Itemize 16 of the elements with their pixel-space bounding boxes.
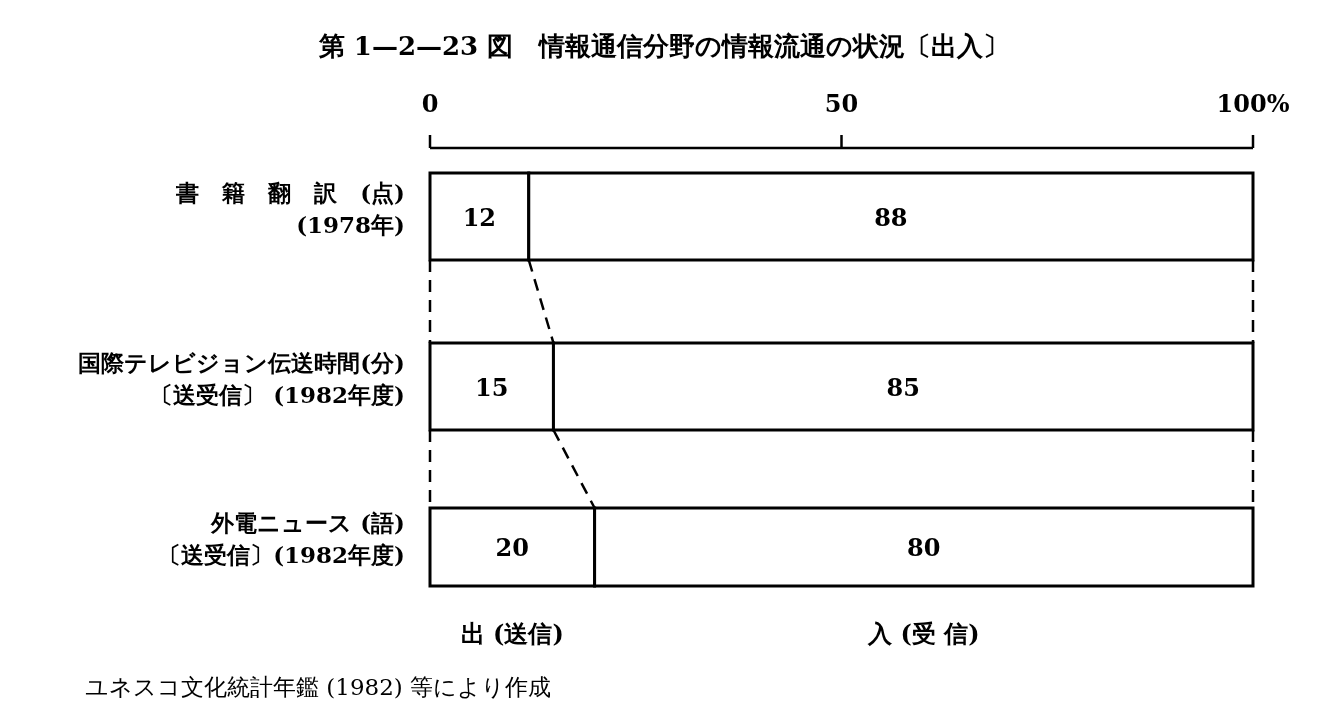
x-tick-label: 100% [1216,89,1290,118]
text: ユネスコ文化統計年鑑 (1982) 等により作成 [85,674,552,700]
data-label: 15 [475,372,509,402]
data-label: 88 [874,202,908,232]
data-label: 85 [886,372,920,402]
chart-title: 第 1—2—23 図 情報通信分野の情報流通の状況〔出入〕 [317,31,1010,61]
y-tick-label: 書 籍 翻 訳 (点) (1978年) [175,178,405,238]
series-label: 出 (送信) [460,619,564,648]
y-tick-label: 国際テレビジョン伝送時間(分) 〔送受信〕 (1982年度) [78,348,405,408]
data-label: 20 [495,533,529,562]
y-tick-label: 外電ニュース (語) 〔送受信〕(1982年度) [158,509,405,568]
x-tick-label: 0 [421,89,439,118]
x-tick-label: 50 [824,89,859,118]
series-label: 入 (受 信) [867,619,980,648]
data-label: 80 [907,533,941,562]
data-label: 12 [462,202,497,232]
